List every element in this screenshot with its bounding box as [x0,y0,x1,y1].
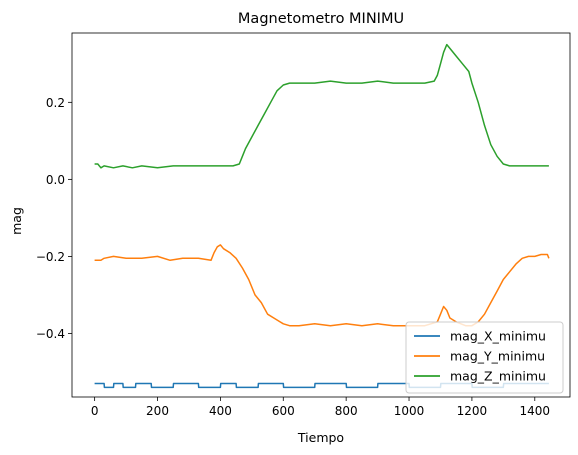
x-tick-label: 800 [335,404,358,418]
x-tick-label: 0 [91,404,99,418]
x-tick-label: 1000 [394,404,425,418]
y-axis-label: mag [9,207,24,235]
plot-area [71,32,571,398]
legend-label: mag_Y_minimu [450,349,545,364]
legend-box [405,321,564,394]
x-tick-label: 1200 [457,404,488,418]
x-tick-label: 600 [272,404,295,418]
x-tick-label: 1400 [520,404,551,418]
series-line-mag-y-minimu [94,244,550,327]
chart-title: Magnetometro MINIMU [238,11,404,27]
y-tick-label: 0.0 [46,173,65,187]
y-tick-label: −0.2 [36,250,65,264]
y-axis: −0.4 −0.2 0.0 0.2 [36,96,72,341]
x-axis-label: Tiempo [297,430,344,445]
series-line-mag-z-minimu [94,43,549,169]
y-tick-label: −0.4 [36,327,65,341]
legend-label: mag_X_minimu [450,329,546,344]
legend: mag_X_minimu mag_Y_minimu mag_Z_minimu [405,321,564,394]
x-axis: 0 200 400 600 800 1000 1200 1400 [91,397,550,418]
plot-border [71,32,571,398]
y-tick-label: 0.2 [46,96,65,110]
x-tick-label: 400 [209,404,232,418]
legend-label: mag_Z_minimu [450,369,546,384]
x-tick-label: 200 [146,404,169,418]
